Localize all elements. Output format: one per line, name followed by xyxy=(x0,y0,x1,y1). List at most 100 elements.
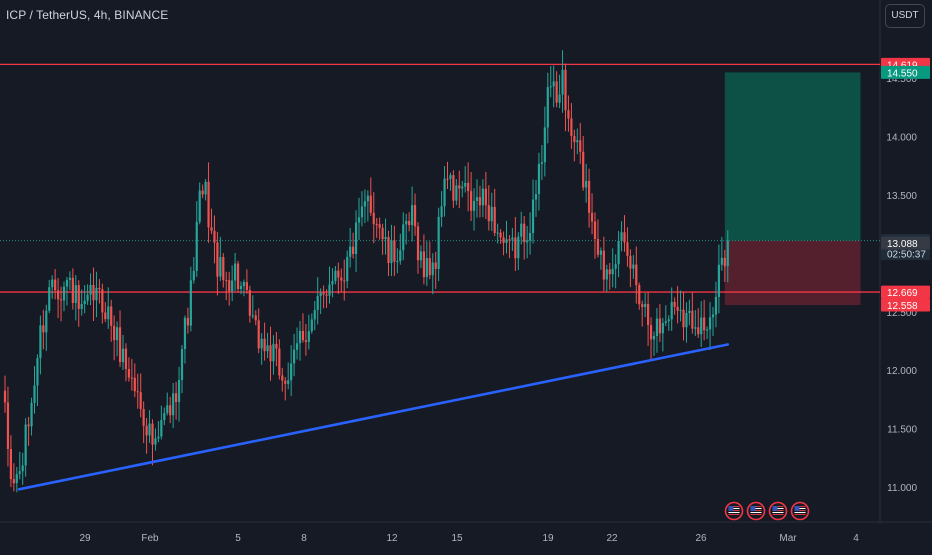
candle xyxy=(496,223,499,244)
candle xyxy=(623,215,626,252)
candle xyxy=(130,358,133,391)
candle-body xyxy=(343,280,346,282)
candle-body xyxy=(192,270,195,281)
candle-body xyxy=(393,240,396,262)
candle-body xyxy=(673,301,676,307)
candle-body xyxy=(543,127,546,163)
candle-body xyxy=(86,294,89,301)
candle xyxy=(502,231,505,256)
candle-body xyxy=(257,320,260,349)
flag-stripe xyxy=(728,512,740,513)
candle-body xyxy=(614,264,617,269)
candle-body xyxy=(328,284,331,296)
candle xyxy=(402,212,405,261)
candle xyxy=(322,285,325,309)
candle xyxy=(647,292,650,346)
candle-body xyxy=(116,327,119,341)
candle-body xyxy=(384,237,387,240)
candle xyxy=(48,279,51,314)
candle xyxy=(472,188,476,231)
candle-body xyxy=(408,220,411,226)
y-tick-label: 11.500 xyxy=(887,425,917,436)
candle-body xyxy=(558,94,561,103)
candle xyxy=(145,417,148,454)
candle xyxy=(428,241,431,280)
candle-body xyxy=(219,257,222,277)
price-tag: 12.558 xyxy=(881,298,930,312)
candle-body xyxy=(416,226,420,261)
candle-body xyxy=(151,423,154,445)
candle xyxy=(18,451,21,480)
candle xyxy=(307,314,310,350)
price-tag-label: 12.558 xyxy=(887,301,918,312)
candle xyxy=(434,251,437,289)
candle xyxy=(381,223,384,255)
candle-body xyxy=(443,178,446,207)
candle xyxy=(464,166,467,193)
candle xyxy=(30,397,33,436)
candle xyxy=(384,218,387,255)
candle-body xyxy=(160,420,163,437)
candle-body xyxy=(272,343,275,362)
us-flag-icon[interactable] xyxy=(790,501,810,521)
flag-stripe xyxy=(794,514,806,515)
candle xyxy=(375,218,378,238)
candle xyxy=(511,228,514,251)
candle xyxy=(720,236,723,271)
us-flag-icon[interactable] xyxy=(768,501,788,521)
candle xyxy=(175,381,178,420)
symbol-title[interactable]: ICP / TetherUS, 4h, BINANCE xyxy=(6,8,169,22)
candle-body xyxy=(319,292,322,297)
x-tick-label: 8 xyxy=(301,533,307,544)
candle-body xyxy=(437,216,440,269)
candle xyxy=(652,331,656,356)
candle xyxy=(272,335,275,375)
candle-body xyxy=(508,239,511,241)
candle xyxy=(405,213,408,245)
candle-body xyxy=(352,246,355,255)
candle xyxy=(706,326,709,339)
candle xyxy=(481,179,484,218)
candle xyxy=(27,416,30,446)
candle-body xyxy=(189,280,192,326)
candle xyxy=(104,302,107,322)
flag-canton xyxy=(728,506,734,511)
candle-body xyxy=(588,180,591,213)
candle xyxy=(708,302,712,350)
candle-body xyxy=(688,310,691,313)
candle-body xyxy=(455,185,458,201)
candle-body xyxy=(623,232,626,243)
candle xyxy=(136,373,139,409)
candle-body xyxy=(325,294,328,296)
candle xyxy=(207,162,210,243)
candle xyxy=(331,268,334,298)
candle xyxy=(113,315,116,361)
candle xyxy=(154,428,157,451)
candle xyxy=(390,224,393,277)
candle-body xyxy=(593,221,597,239)
candle-body xyxy=(484,188,487,206)
candle-body xyxy=(172,393,175,416)
currency-button[interactable]: USDT xyxy=(885,4,925,28)
candle-body xyxy=(499,232,502,238)
candle-body xyxy=(540,162,543,164)
candle-body xyxy=(360,206,364,218)
candle-body xyxy=(691,310,694,329)
flag-stripe xyxy=(772,512,784,513)
candle xyxy=(360,191,364,227)
flag-stripe xyxy=(772,506,784,507)
candle-body xyxy=(496,232,499,234)
us-flag-icon[interactable] xyxy=(724,501,744,521)
candle-body xyxy=(511,237,514,240)
candle xyxy=(337,262,340,294)
candle xyxy=(239,281,243,295)
candle-body xyxy=(57,290,60,300)
candle xyxy=(682,292,685,341)
candle xyxy=(325,289,328,308)
candle-body xyxy=(720,257,723,265)
us-flag-icon[interactable] xyxy=(746,501,766,521)
candle-body xyxy=(216,242,219,277)
candle xyxy=(54,269,57,300)
